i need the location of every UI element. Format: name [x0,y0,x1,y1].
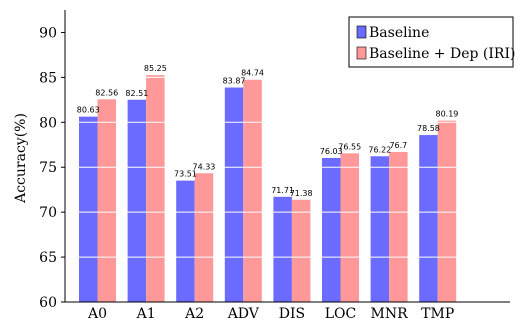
x-tick-label-mnr: MNR [371,306,409,320]
bar-a0-series-1 [79,116,98,302]
bar-tmp-series-1 [419,135,438,302]
data-label-adv-series-2: 84.74 [241,69,264,78]
y-tick-label-70: 70 [39,205,57,221]
axes: A0 A1 A2 ADV DIS LOC MNR TMP 60 65 70 75 80 85 90 [39,10,510,320]
bars [79,75,457,303]
bar-a1-series-2 [146,75,165,302]
data-label-dis-series-1: 71.71 [271,186,294,195]
bar-a2-series-2 [194,173,214,302]
data-label-loc-series-1: 76.03 [320,147,343,156]
data-label-a2-series-1: 73.51 [174,170,197,179]
legend-label-baseline: Baseline [369,25,429,41]
legend-box [348,16,514,68]
data-label-a1-series-1: 82.51 [125,89,148,98]
data-label-a1-series-2: 85.25 [144,64,167,73]
bar-dis-series-1 [273,196,292,302]
legend-swatch-baseline [356,25,367,39]
data-label-tmp-series-2: 80.19 [435,110,458,119]
legend-label-baseline-dep-iri: Baseline + Dep (IRI) [369,46,515,62]
data-label-a0-series-1: 80.63 [77,106,100,115]
x-tick-label-dis: DIS [279,306,305,320]
bar-adv-series-1 [224,87,244,302]
data-label-a0-series-2: 82.56 [95,88,118,97]
y-axis-label: Accuracy(%) [13,113,29,204]
x-tick-label-tmp: TMP [421,306,454,320]
data-label-a2-series-2: 74.33 [192,162,215,171]
x-tick-label-loc: LOC [325,306,357,320]
bar-a1-series-1 [127,99,147,302]
bar-loc-series-1 [322,157,341,302]
bar-loc-series-2 [340,153,359,302]
bar-a2-series-1 [176,180,195,302]
legend: Baseline Baseline + Dep (IRI) [348,16,515,68]
data-label-dis-series-2: 71.38 [290,189,313,198]
bar-a0-series-2 [97,99,116,303]
bar-adv-series-2 [243,79,262,302]
data-label-mnr-series-2: 76.7 [389,141,407,150]
y-tick-label-75: 75 [39,160,57,176]
x-tick-label-a2: A2 [184,306,204,320]
bar-mnr-series-2 [389,151,408,302]
x-tick-label-a1: A1 [136,306,156,320]
y-tick-label-80: 80 [39,115,57,131]
y-tick-label-60: 60 [39,295,57,311]
data-label-loc-series-2: 76.55 [338,142,361,151]
y-tick-label-85: 85 [39,70,57,86]
data-label-adv-series-1: 83.87 [223,77,246,86]
y-tick-label-65: 65 [39,250,57,266]
x-tick-label-a0: A0 [87,306,107,320]
legend-swatch-baseline-dep-iri [356,46,367,60]
bar-tmp-series-2 [437,120,457,302]
y-tick-label-90: 90 [39,25,57,41]
bar-mnr-series-1 [370,156,390,302]
x-tick-label-adv: ADV [227,306,260,320]
grid-lines [65,31,510,258]
data-label-mnr-series-1: 76.22 [368,145,391,154]
data-label-tmp-series-1: 78.58 [417,124,440,133]
bar-dis-series-2 [291,199,311,302]
